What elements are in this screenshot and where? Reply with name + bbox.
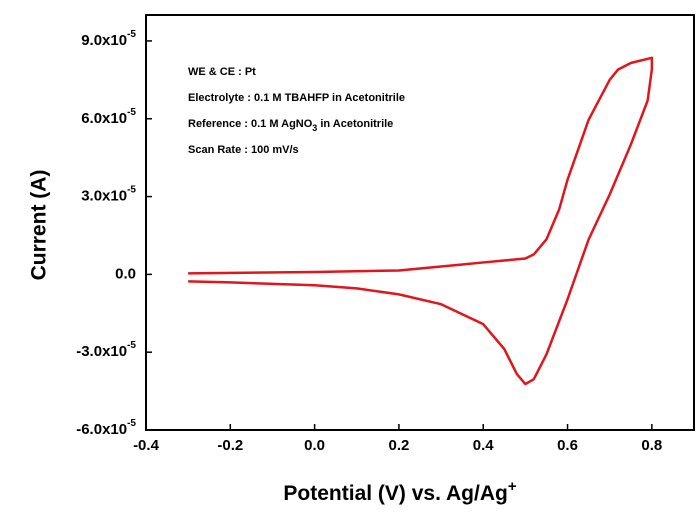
y-tick-label: 6.0x10-5: [81, 106, 136, 126]
x-axis-title-sup: +: [508, 478, 517, 495]
y-tick-label-exp: -5: [127, 184, 136, 195]
x-axis-title-text: Potential (V) vs. Ag/Ag: [283, 482, 507, 505]
annotation-sub: 3: [312, 123, 317, 133]
y-tick-label: -3.0x10-5: [76, 340, 136, 360]
y-tick-label-base: 0.0: [115, 265, 136, 282]
y-tick-label-exp: -5: [127, 106, 136, 117]
annotation: Electrolyte : 0.1 M TBAHFP in Acetonitri…: [188, 92, 405, 104]
annotation: Reference : 0.1 M AgNO3 in Acetonitrile: [188, 118, 393, 133]
x-tick-label: 0.4: [473, 437, 495, 454]
y-tick-label-base: -6.0x10: [76, 421, 127, 438]
y-tick-label: -6.0x10-5: [76, 418, 136, 438]
annotation-text: Electrolyte : 0.1 M TBAHFP in Acetonitri…: [188, 92, 405, 104]
annotation-text: Reference : 0.1 M AgNO: [188, 118, 313, 130]
cv-curve: [188, 56, 654, 386]
y-tick-label-base: 9.0x10: [81, 32, 127, 49]
y-tick-label-base: 6.0x10: [81, 110, 127, 127]
annotation: Scan Rate : 100 mV/s: [188, 144, 299, 156]
y-tick-label-exp: -5: [127, 340, 136, 351]
annotation: WE & CE : Pt: [188, 66, 256, 78]
y-tick-label: 9.0x10-5: [81, 29, 136, 49]
x-tick-label: 0.2: [388, 437, 409, 454]
x-tick-label: -0.4: [133, 437, 160, 454]
y-tick-label-exp: -5: [127, 29, 136, 40]
y-tick-label-base: 3.0x10: [81, 188, 127, 205]
x-axis-title: Potential (V) vs. Ag/Ag+: [283, 478, 516, 505]
y-tick-label-base: -3.0x10: [76, 343, 127, 360]
annotation-text: Scan Rate : 100 mV/s: [188, 144, 299, 156]
x-tick-label: 0.8: [641, 437, 662, 454]
annotation-after: in Acetonitrile: [317, 118, 393, 130]
x-tick-label: -0.2: [217, 437, 243, 454]
x-tick-label: 0.0: [304, 437, 325, 454]
annotation-text: WE & CE : Pt: [188, 66, 256, 78]
y-tick-label: 0.0: [115, 265, 136, 282]
y-axis-title: Current (A): [28, 170, 51, 281]
y-tick-label-exp: -5: [127, 418, 136, 429]
y-tick-label: 3.0x10-5: [81, 184, 136, 204]
plot-frame: [145, 14, 695, 431]
x-tick-label: 0.6: [557, 437, 578, 454]
